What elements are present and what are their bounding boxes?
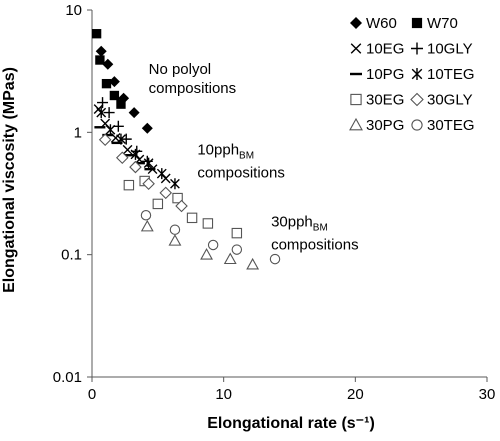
annotation-subscript: BM (239, 150, 254, 161)
legend-label: 10GLY (427, 41, 473, 58)
x-tick-label: 0 (88, 386, 96, 403)
y-tick-label: 1 (74, 124, 82, 141)
point-w70 (95, 55, 105, 65)
legend-label: 10EG (366, 41, 404, 58)
legend-label: 30TEG (427, 117, 475, 134)
legend-item-30gly: 30GLY (410, 92, 473, 109)
legend-item-30eg: 30EG (350, 92, 404, 109)
data-marks (91, 29, 281, 270)
annotation-line: 30pph (271, 213, 313, 230)
legend-item-10pg: 10PG (350, 66, 404, 83)
annotation-subscript: BM (313, 222, 328, 233)
annotation-line: No polyol (149, 61, 212, 78)
x-axis-title: Elongational rate (s⁻¹) (207, 415, 375, 432)
point-30teg (140, 210, 152, 221)
y-tick-label: 0.01 (53, 369, 82, 386)
legend-item-30pg: 30PG (349, 117, 404, 134)
annotation-line: 10pph (197, 141, 239, 158)
point-30eg (231, 227, 243, 239)
point-10eg (122, 144, 133, 155)
point-w60 (128, 107, 140, 119)
annotation-2: 10pphBM compositions (197, 141, 285, 181)
point-30pg (246, 257, 260, 270)
point-30eg (123, 179, 135, 191)
point-30eg (202, 218, 214, 229)
point-10teg (143, 157, 154, 169)
point-30pg (140, 219, 154, 232)
point-w60 (95, 45, 107, 57)
legend-label: W70 (427, 15, 458, 32)
legend-label: 30PG (366, 117, 404, 134)
annotation-line: compositions (271, 236, 359, 253)
point-10teg (116, 133, 126, 145)
legend-item-30teg: 30TEG (411, 117, 475, 134)
legend-item-10teg: 10TEG (411, 66, 475, 83)
annotation-1: No polyol compositions (149, 61, 237, 97)
legend-label: 10PG (366, 66, 404, 83)
point-30pg (168, 234, 182, 246)
point-30eg (172, 192, 183, 204)
legend-item-w70: W70 (411, 15, 458, 32)
point-30eg (186, 212, 198, 224)
point-w60 (108, 76, 120, 88)
legend-label: W60 (366, 15, 397, 32)
legend-label: 30EG (366, 92, 404, 109)
point-30pg (200, 248, 213, 260)
x-tick-label: 30 (479, 386, 496, 403)
legend-item-w60: W60 (350, 15, 397, 32)
point-10gly (103, 107, 115, 119)
point-w70 (91, 29, 102, 39)
axes: 0 10 20 30 0.01 0.1 1 10 (53, 2, 496, 403)
legend-item-10gly: 10GLY (411, 41, 473, 58)
point-10teg (170, 178, 180, 190)
point-10teg (130, 148, 141, 160)
point-30teg (169, 224, 181, 235)
y-axis-title: Elongational viscosity (MPas) (1, 67, 18, 293)
point-30gly (116, 151, 129, 165)
x-tick-label: 20 (347, 386, 364, 403)
annotation-3: 30pphBM compositions (271, 213, 359, 253)
point-10teg (156, 168, 167, 180)
point-30gly (159, 186, 173, 200)
point-30eg (152, 198, 164, 210)
x-tick-label: 10 (215, 386, 232, 403)
y-tick-label: 0.1 (61, 247, 82, 264)
point-30pg (223, 252, 237, 265)
legend-item-10eg: 10EG (350, 41, 404, 58)
point-30gly (175, 199, 188, 213)
y-tick-label: 10 (65, 2, 82, 19)
point-w70 (116, 99, 126, 109)
point-10teg (96, 107, 107, 119)
legend: W60 W70 10EG 10GLY 10PG 10TEG 30EG 30GLY 30PG 30T… (349, 15, 475, 134)
point-30teg (207, 239, 219, 251)
annotation-line: compositions (149, 80, 237, 97)
legend-label: 10TEG (427, 66, 475, 83)
point-10gly (120, 133, 132, 145)
point-30gly (98, 133, 112, 147)
point-10teg (105, 124, 116, 136)
point-w70 (109, 90, 120, 101)
point-w70 (101, 78, 112, 89)
point-30gly (129, 160, 142, 174)
point-10gly (97, 97, 109, 109)
legend-label: 30GLY (427, 92, 473, 109)
point-w60 (102, 58, 114, 70)
point-30teg (231, 244, 243, 255)
annotation-line: compositions (197, 164, 285, 181)
point-w60 (141, 122, 153, 134)
point-30teg (269, 253, 281, 265)
point-30gly (142, 177, 155, 191)
